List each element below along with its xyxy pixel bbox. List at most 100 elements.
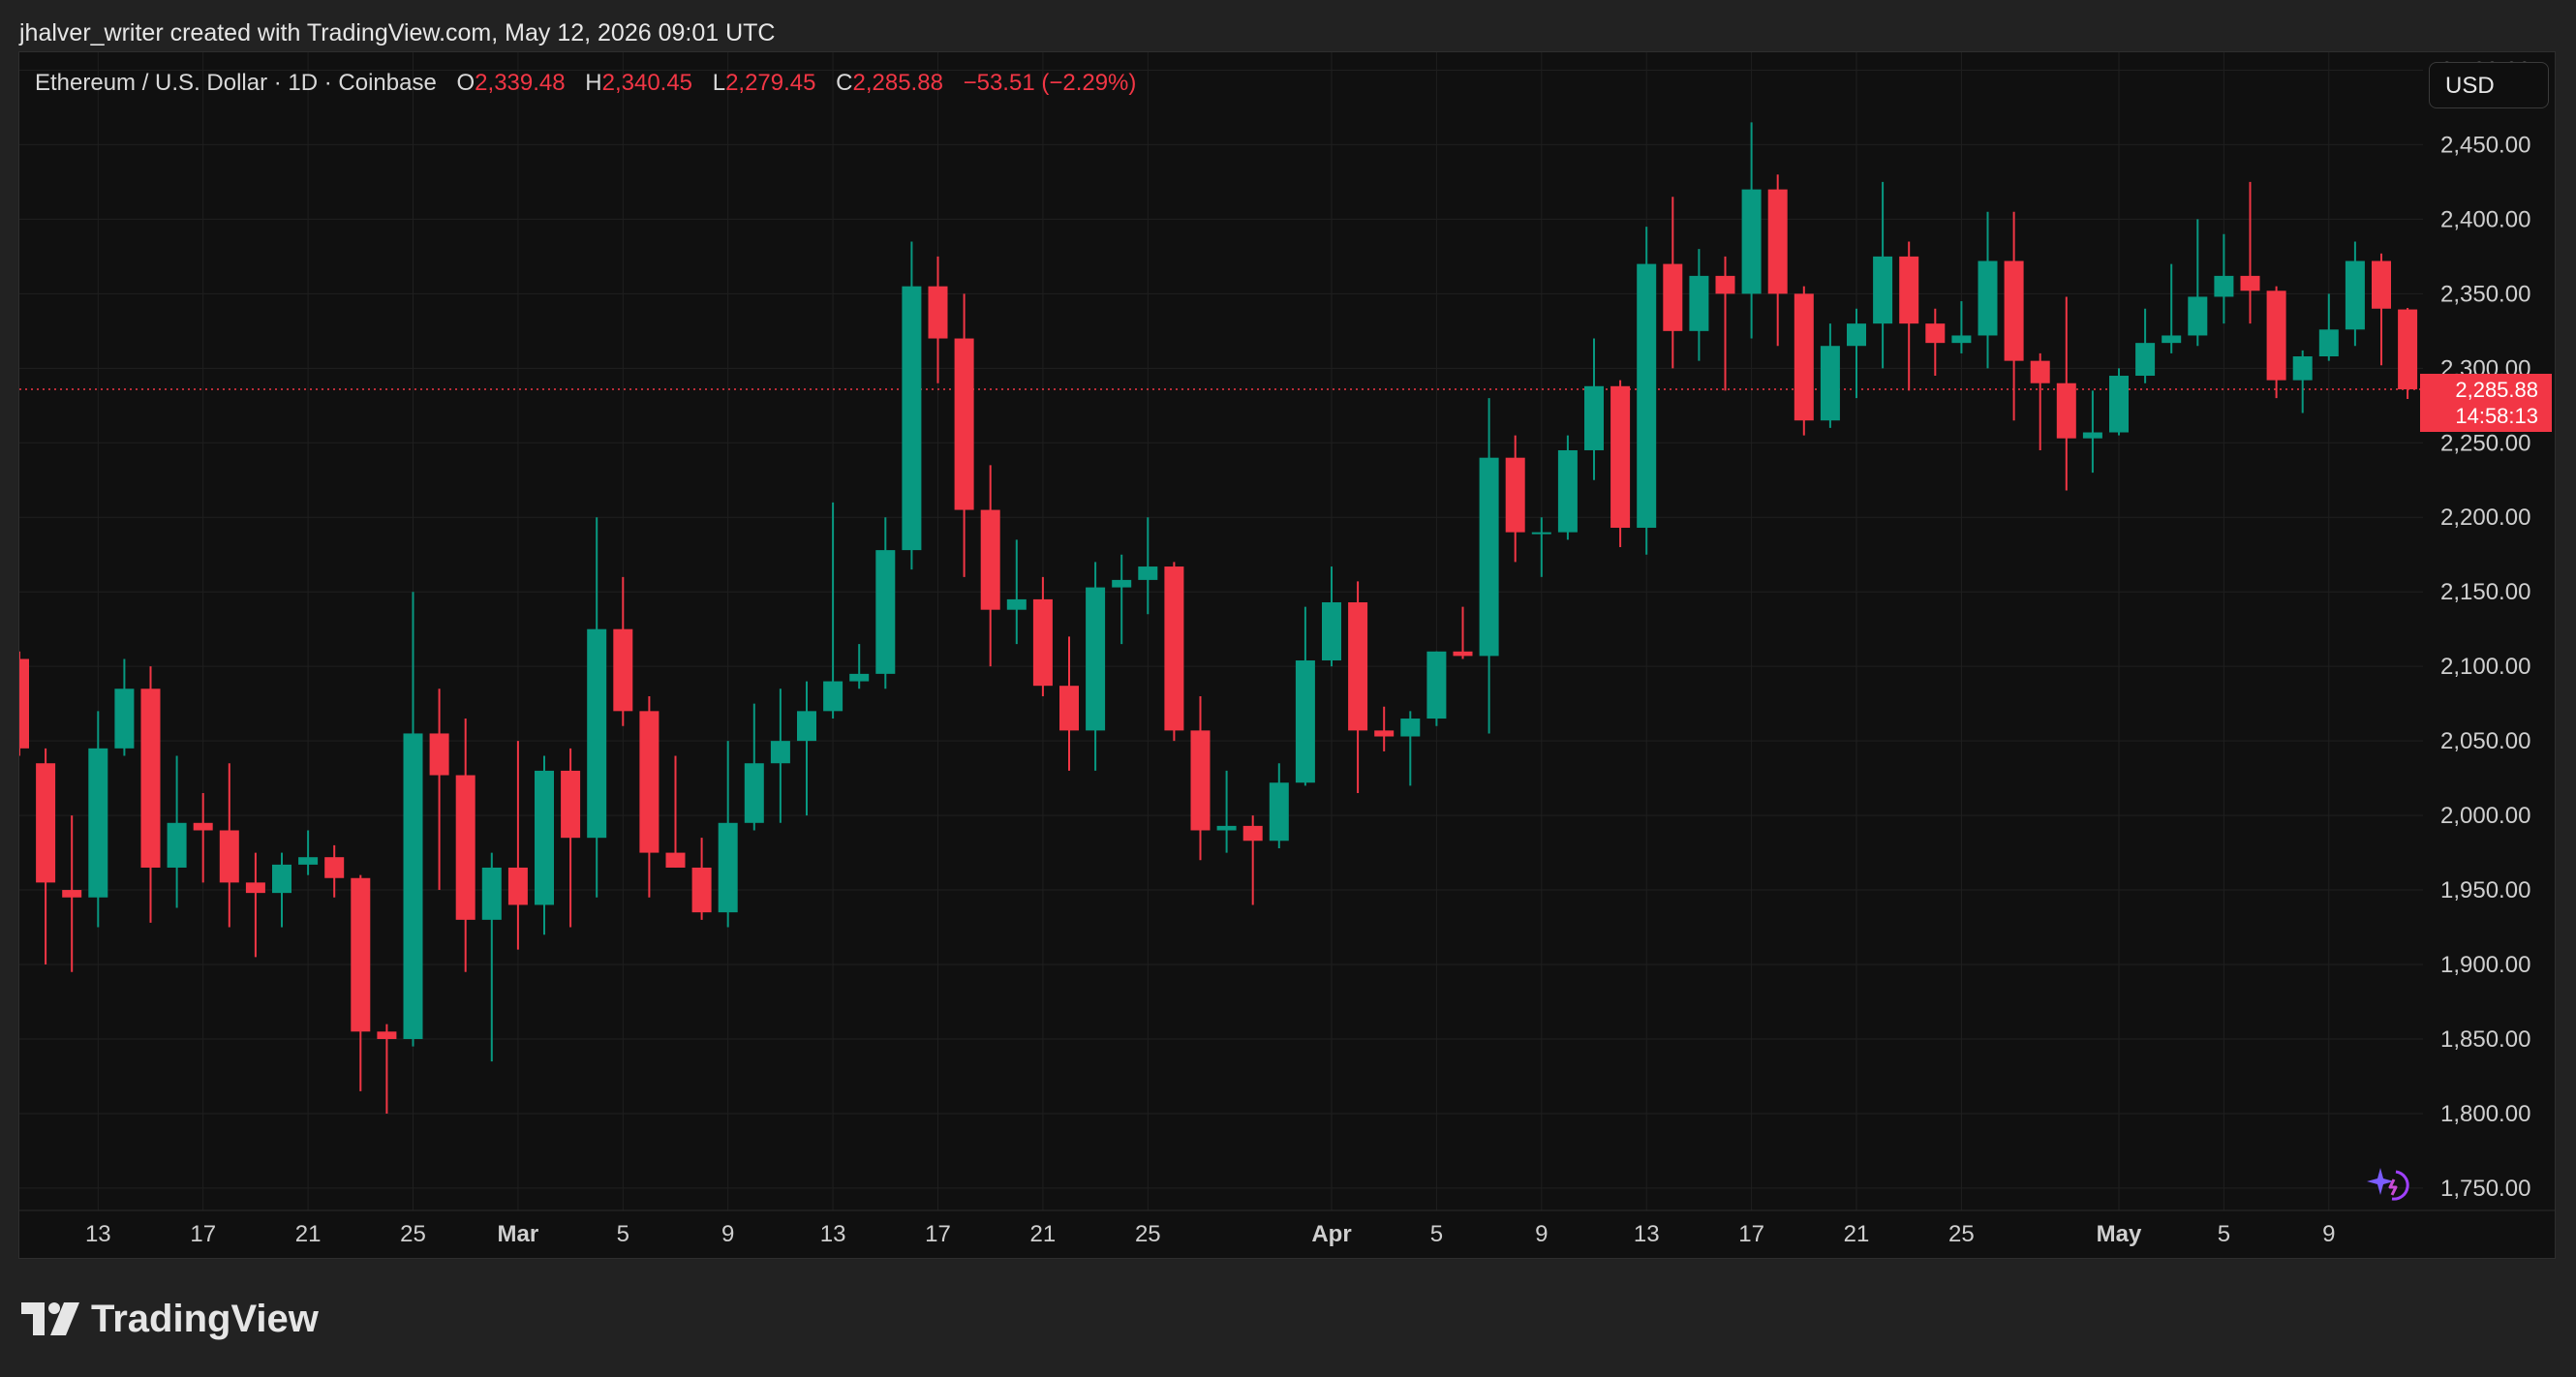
candle <box>1453 606 1473 659</box>
candle <box>1794 286 1814 436</box>
candle-body <box>928 286 948 339</box>
currency-button[interactable]: USD <box>2429 62 2549 108</box>
candle-body <box>902 286 922 551</box>
low-value: 2,279.45 <box>725 70 816 96</box>
candle <box>665 755 686 868</box>
symbol-legend[interactable]: Ethereum / U.S. Dollar · 1D · Coinbase O… <box>35 70 1150 97</box>
x-tick-label: 5 <box>2218 1221 2230 1247</box>
candle-body <box>245 882 265 894</box>
candle <box>639 695 659 898</box>
symbol-name[interactable]: Ethereum / U.S. Dollar · 1D · Coinbase <box>35 70 437 96</box>
y-tick-label: 2,250.00 <box>2440 430 2530 456</box>
candle <box>744 703 764 831</box>
candle-body <box>481 867 502 920</box>
candle-body <box>691 867 712 913</box>
candle-body <box>849 673 870 682</box>
candle-body <box>535 770 554 905</box>
last-price-value: 2,285.88 <box>2455 378 2538 403</box>
candle-body <box>2109 376 2129 433</box>
candle-body <box>823 681 843 712</box>
candle <box>1190 695 1211 861</box>
candlestick-chart[interactable]: 2,500.002,450.002,400.002,350.002,300.00… <box>19 52 2556 1259</box>
candle-body <box>507 867 528 905</box>
candle <box>2318 293 2339 361</box>
candle <box>1426 651 1447 726</box>
candle-body <box>1531 532 1551 535</box>
y-tick-label: 2,100.00 <box>2440 654 2530 680</box>
candle <box>2266 286 2286 399</box>
candle <box>245 852 265 958</box>
y-tick-label: 2,400.00 <box>2440 206 2530 232</box>
candle <box>1112 554 1132 645</box>
candle <box>823 502 843 719</box>
chart-pane[interactable]: 2,500.002,450.002,400.002,350.002,300.00… <box>18 51 2556 1259</box>
candle-body <box>1505 457 1525 533</box>
time-axis: 13 17 21 25 Mar 5 9 13 17 21 25 Apr 5 9 13 17 21 25 May 5 9 <box>85 1221 2336 1247</box>
candle <box>1086 562 1106 771</box>
x-tick-label: 25 <box>1135 1221 1161 1247</box>
footer-brand[interactable]: TradingView <box>21 1294 319 1344</box>
candle-body <box>1741 189 1762 294</box>
candle-body <box>665 852 686 868</box>
y-tick-label: 1,950.00 <box>2440 877 2530 903</box>
candle <box>403 592 423 1047</box>
candle <box>1164 562 1184 742</box>
x-tick-label: 17 <box>1738 1221 1764 1247</box>
x-tick-label: 25 <box>400 1221 426 1247</box>
candle-body <box>639 711 659 853</box>
close-label: C <box>836 70 853 96</box>
candle <box>1138 517 1158 615</box>
candle-body <box>298 857 319 865</box>
candle-body <box>1086 587 1106 731</box>
candle-body <box>954 338 974 510</box>
x-tick-label: 21 <box>295 1221 322 1247</box>
candle <box>1663 197 1683 369</box>
candle-body <box>324 857 345 878</box>
x-tick-label: 17 <box>190 1221 216 1247</box>
candle <box>455 719 475 972</box>
candle <box>561 748 581 928</box>
candle <box>1637 227 1657 555</box>
candle <box>1715 256 1735 391</box>
candle-body <box>770 741 790 764</box>
low-label: L <box>712 70 726 96</box>
candle-body <box>1374 730 1395 737</box>
candle-body <box>1663 263 1683 331</box>
candle-body <box>1322 601 1341 661</box>
candle <box>1951 301 1972 353</box>
candle <box>1242 815 1263 905</box>
candle <box>2345 241 2365 347</box>
candle-body <box>88 748 108 898</box>
sparkle-assistant-icon[interactable] <box>2367 1162 2409 1205</box>
candle-body <box>2266 291 2286 381</box>
candle-body <box>455 775 475 920</box>
candle <box>770 688 790 823</box>
candle-body <box>1453 651 1473 657</box>
change-value: −53.51 (−2.29%) <box>963 70 1137 96</box>
x-tick-label: 13 <box>820 1221 846 1247</box>
candle-body <box>1059 686 1079 731</box>
candle-body <box>1400 719 1421 737</box>
candle-body <box>1978 260 1998 336</box>
candle <box>1059 636 1079 771</box>
candle-body <box>1295 660 1315 783</box>
candle-body <box>19 658 29 749</box>
candle-body <box>2162 335 2182 344</box>
brand-name: TradingView <box>91 1297 319 1340</box>
candle <box>1295 606 1315 786</box>
candle-body <box>2030 360 2050 383</box>
candle-body <box>2398 309 2418 390</box>
y-tick-label: 2,000.00 <box>2440 803 2530 829</box>
candle <box>140 666 161 923</box>
candle-body <box>561 770 581 839</box>
candle-body <box>875 550 896 674</box>
candle <box>2398 308 2418 399</box>
candle-body <box>167 822 187 868</box>
candle <box>2188 219 2208 347</box>
candle <box>88 711 108 928</box>
x-tick-label: 5 <box>617 1221 629 1247</box>
x-tick-label: 13 <box>85 1221 111 1247</box>
candle-body <box>1557 449 1578 533</box>
y-tick-label: 2,350.00 <box>2440 281 2530 307</box>
candle <box>1610 380 1631 548</box>
